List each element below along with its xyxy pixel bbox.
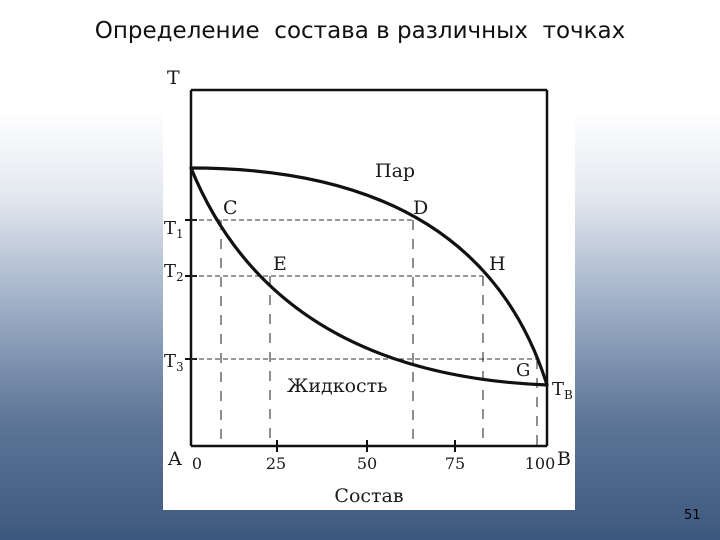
page-number: 51	[684, 508, 701, 523]
t1-subscript: 1	[176, 227, 184, 241]
slide-title: Определение состава в различных точках	[94, 18, 626, 44]
tick-label-75: 75	[445, 454, 465, 473]
vapor-curve	[189, 166, 549, 387]
tb-subscript: B	[564, 388, 573, 402]
corner-a-label: A	[167, 448, 182, 470]
tb-label: T B	[552, 379, 573, 402]
phase-diagram-figure: T T 1 T 2 T 3 T B C D E H G Пар Жидкость…	[163, 62, 575, 510]
point-e-label: E	[273, 253, 287, 275]
tick-label-100: 100	[525, 454, 556, 473]
point-h-label: H	[489, 253, 506, 275]
axis-t-label: T	[167, 67, 180, 89]
x-axis-label: Состав	[334, 485, 403, 507]
t1-letter: T	[164, 218, 176, 239]
corner-b-label: B	[557, 448, 571, 470]
vapor-region-label: Пар	[375, 160, 415, 182]
t2-subscript: 2	[176, 270, 184, 284]
tb-letter: T	[552, 379, 564, 400]
t1-label: T 1	[164, 218, 184, 241]
liquid-region-label: Жидкость	[287, 375, 388, 397]
phase-diagram: T T 1 T 2 T 3 T B C D E H G Пар Жидкость…	[164, 67, 573, 507]
liquidus-curve	[189, 166, 549, 387]
t2-letter: T	[164, 261, 176, 282]
t3-letter: T	[164, 351, 176, 372]
tick-label-0: 0	[192, 454, 202, 473]
tick-label-50: 50	[357, 454, 377, 473]
tick-label-25: 25	[266, 454, 286, 473]
point-d-label: D	[413, 197, 428, 219]
point-c-label: C	[223, 197, 238, 219]
t3-label: T 3	[164, 351, 184, 374]
t3-subscript: 3	[176, 360, 184, 374]
t2-label: T 2	[164, 261, 184, 284]
point-g-label: G	[516, 360, 530, 381]
